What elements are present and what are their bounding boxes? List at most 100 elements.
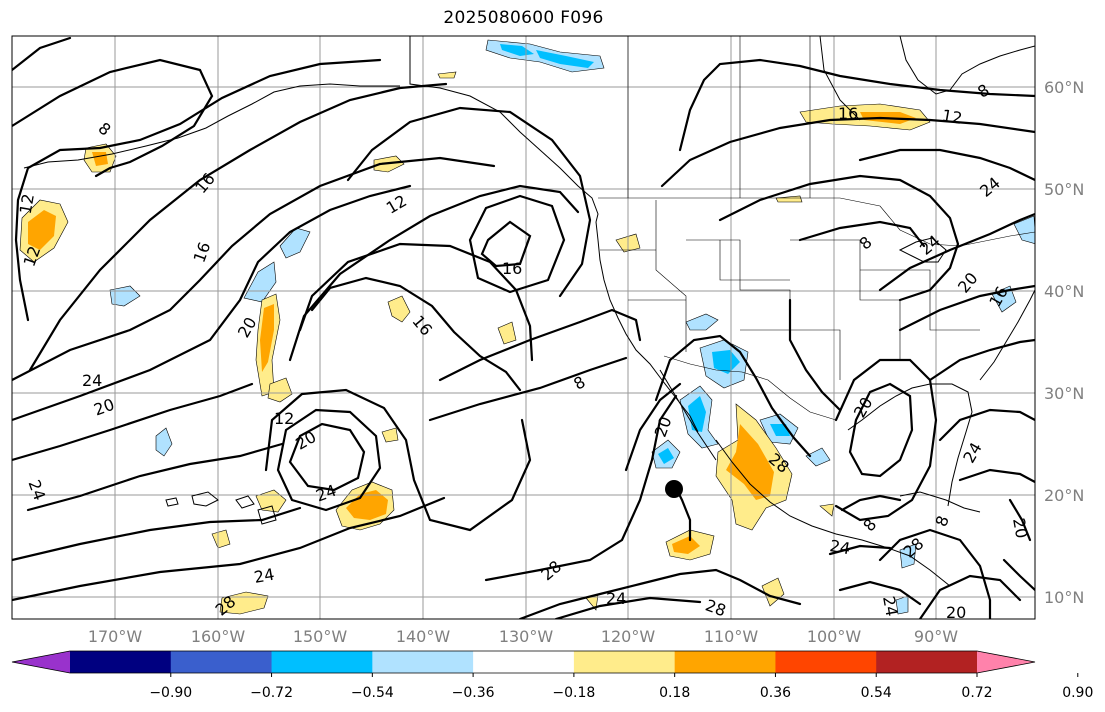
contour-line	[938, 408, 1035, 442]
contour-label: 12	[940, 106, 963, 128]
colorbar-segment	[775, 651, 877, 673]
contour-line	[834, 358, 938, 522]
colorbar-tick-label: −0.54	[351, 685, 394, 701]
contour-line	[12, 156, 496, 382]
colorbar-segment	[473, 651, 575, 673]
shade-region	[211, 529, 231, 549]
lat-tick-label: 40°N	[1044, 282, 1084, 301]
contour-line	[484, 394, 678, 582]
contour-line	[12, 496, 446, 602]
shade-region	[712, 350, 740, 374]
shade-region	[658, 448, 674, 464]
colorbar: −0.90 −0.72 −0.54 −0.36 −0.18 0.18 0.36 0.54 0.7…	[11, 650, 1093, 701]
contour-line	[928, 338, 1035, 382]
state-line	[686, 239, 841, 380]
shade-region	[260, 304, 274, 372]
state-line	[860, 269, 980, 331]
contour-line	[264, 388, 532, 532]
contour-label: 12	[274, 409, 294, 428]
contour-line	[12, 184, 412, 422]
hudson-coast	[899, 36, 1035, 95]
state-line	[719, 240, 790, 281]
west-coast	[595, 221, 699, 433]
canada-coast	[819, 36, 861, 121]
colorbar-segment	[170, 651, 273, 673]
contour-line	[898, 284, 1035, 332]
contour-line	[428, 356, 628, 422]
cuba	[899, 491, 981, 513]
contour-label: 24	[828, 536, 851, 558]
contour-line	[12, 58, 214, 178]
hawaii-island	[235, 495, 255, 509]
shade-region	[155, 427, 173, 457]
contour-line	[346, 106, 592, 298]
colorbar-tick-label: 0.54	[861, 685, 892, 701]
colorbar-tick-label: 0.90	[1062, 685, 1093, 701]
coastlines	[23, 36, 1035, 587]
shade-region	[685, 313, 719, 331]
lon-tick-label: 130°W	[499, 627, 554, 646]
state-line	[790, 239, 901, 360]
contour-line	[468, 194, 566, 294]
lon-tick-label: 90°W	[914, 627, 958, 646]
contour-label: 16	[838, 104, 858, 123]
graticule	[12, 36, 1035, 619]
aleutian-coast	[23, 83, 400, 169]
baja-coast	[659, 369, 717, 461]
contour-line	[480, 220, 532, 268]
contour-line	[1002, 558, 1035, 592]
colorbar-segment	[372, 651, 474, 673]
lat-tick-label: 20°N	[1044, 486, 1084, 505]
colorbar-extend-low	[12, 651, 70, 673]
shade-region	[761, 577, 785, 607]
colorbar-segment	[271, 651, 373, 673]
contour-line	[518, 568, 802, 619]
shade-region	[267, 377, 293, 403]
lon-tick-label: 110°W	[704, 627, 759, 646]
contour-line	[828, 544, 892, 556]
shade-region	[672, 536, 700, 554]
colorbar-tick-label: −0.90	[149, 685, 192, 701]
lat-tick-label: 50°N	[1044, 180, 1084, 199]
colorbar-tick-label: −0.36	[452, 685, 495, 701]
state-line	[655, 200, 687, 352]
map-border	[11, 35, 1036, 620]
contour-label: 24	[253, 565, 276, 587]
lon-tick-label: 150°W	[293, 627, 348, 646]
contour-label: 24	[606, 589, 626, 608]
contour-line	[288, 184, 580, 362]
colorbar-tick-label: −0.18	[552, 685, 595, 701]
contour-label: 24	[82, 371, 102, 390]
shade-region	[805, 447, 831, 467]
contour-line	[26, 442, 284, 512]
contour-line	[624, 382, 682, 472]
alaska-coast	[409, 36, 599, 223]
colorbar-segment	[674, 651, 776, 673]
contour-line	[288, 422, 366, 492]
lon-tick-label: 160°W	[191, 627, 246, 646]
map-title: 2025080600 F096	[443, 8, 604, 28]
contour-line	[788, 298, 842, 412]
storm-center-marker	[665, 480, 683, 498]
contour-label: 12	[16, 192, 38, 215]
contour-label: 20	[946, 603, 966, 622]
lat-tick-label: 60°N	[1044, 78, 1084, 97]
shade-region	[28, 210, 56, 250]
colorbar-segment	[70, 651, 172, 673]
contour-label: 16	[502, 259, 522, 278]
contour-line	[1008, 498, 1032, 542]
shade-region	[775, 195, 803, 203]
contour-label: 24	[879, 595, 901, 618]
contour-line	[878, 528, 992, 619]
lat-tick-label: 30°N	[1044, 384, 1084, 403]
contour-line	[12, 382, 254, 462]
contour-label: 20	[1009, 517, 1031, 540]
lat-tick-label: 10°N	[1044, 588, 1084, 607]
contour-line	[654, 334, 812, 458]
colorbar-segment	[876, 651, 978, 673]
east-coast	[979, 289, 1035, 381]
contour-line	[838, 580, 922, 606]
colorbar-tick-label: −0.72	[250, 685, 293, 701]
lon-tick-label: 170°W	[88, 627, 143, 646]
contour-line	[12, 36, 72, 72]
